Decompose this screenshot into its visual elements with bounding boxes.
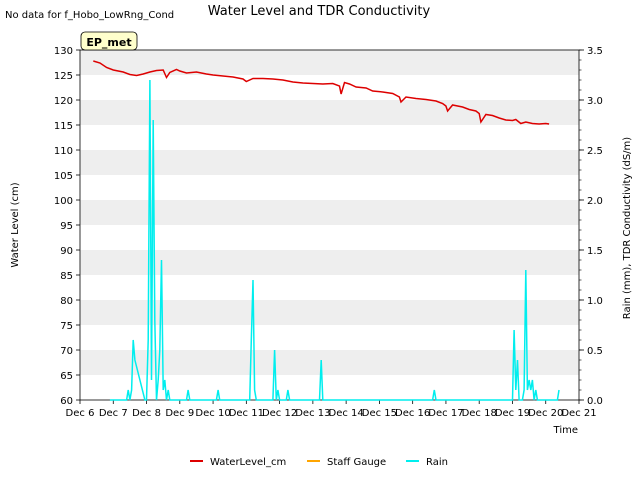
left-tick-label: 115 [54, 121, 73, 132]
x-tick-label: Dec 9 [165, 408, 194, 419]
x-tick-label: Dec 10 [195, 408, 230, 419]
y-axis-left-label: Water Level (cm) [10, 182, 21, 267]
grid-band [80, 225, 579, 250]
left-tick-label: 65 [60, 371, 73, 382]
water-level-series-line [93, 60, 550, 125]
grid-band [80, 250, 579, 275]
x-tick-label: Dec 13 [295, 408, 330, 419]
left-tick-label: 90 [60, 246, 73, 257]
x-tick-label: Dec 12 [262, 408, 297, 419]
rain-series-line [109, 79, 560, 401]
grid-band [80, 200, 579, 225]
right-tick-label: 1.0 [587, 296, 603, 307]
left-tick-label: 125 [54, 71, 73, 82]
legend: WaterLevel_cm Staff Gauge Rain [190, 457, 448, 468]
right-tick-label: 0.0 [587, 396, 603, 407]
grid-band [80, 125, 579, 150]
legend-label-waterlevel: WaterLevel_cm [210, 457, 286, 468]
badge: EP_met [80, 31, 138, 51]
left-axis: 60 65 70 75 80 85 90 95 100 105 110 115 120 125 130 [54, 46, 80, 407]
left-tick-label: 95 [60, 221, 73, 232]
badge-label: EP_met [86, 36, 131, 49]
grid-band [80, 100, 579, 125]
y-axis-right-label: Rain (mm), TDR Conductivity (dS/m) [622, 137, 633, 319]
legend-label-rain: Rain [426, 457, 448, 468]
x-tick-label: Dec 17 [428, 408, 463, 419]
legend-label-staff-gauge: Staff Gauge [327, 457, 386, 468]
right-tick-label: 2.0 [587, 196, 603, 207]
x-tick-label: Dec 8 [132, 408, 161, 419]
left-tick-label: 80 [60, 296, 73, 307]
x-tick-label: Dec 21 [561, 408, 596, 419]
right-axis: 0.0 0.5 1.0 1.5 2.0 2.5 3.0 3.5 [579, 46, 603, 407]
right-tick-label: 3.5 [587, 46, 603, 57]
left-tick-label: 70 [60, 346, 73, 357]
left-tick-label: 100 [54, 196, 73, 207]
right-tick-label: 0.5 [587, 346, 603, 357]
grid-band [80, 150, 579, 175]
x-tick-label: Dec 16 [395, 408, 430, 419]
corner-note: No data for f_Hobo_LowRng_Cond [5, 10, 174, 21]
x-tick-label: Dec 15 [362, 408, 397, 419]
grid-band [80, 275, 579, 300]
x-axis-label: Time [553, 425, 578, 436]
x-tick-label: Dec 7 [99, 408, 128, 419]
grid-bands [80, 50, 579, 400]
left-tick-label: 105 [54, 171, 73, 182]
x-tick-label: Dec 11 [229, 408, 264, 419]
grid-band [80, 75, 579, 100]
badge-box [80, 31, 138, 51]
left-tick-label: 85 [60, 271, 73, 282]
right-tick-label: 3.0 [587, 96, 603, 107]
x-tick-label: Dec 20 [528, 408, 563, 419]
x-tick-label: Dec 6 [66, 408, 95, 419]
right-tick-label: 2.5 [587, 146, 603, 157]
chart-title: Water Level and TDR Conductivity [208, 4, 431, 19]
x-tick-label: Dec 14 [329, 408, 364, 419]
grid-band [80, 175, 579, 200]
left-tick-label: 110 [54, 146, 73, 157]
grid-band [80, 300, 579, 325]
x-tick-label: Dec 19 [495, 408, 530, 419]
left-tick-label: 120 [54, 96, 73, 107]
right-tick-label: 1.5 [587, 246, 603, 257]
left-tick-label: 130 [54, 46, 73, 57]
left-tick-label: 75 [60, 321, 73, 332]
left-tick-label: 60 [60, 396, 73, 407]
x-tick-label: Dec 18 [462, 408, 497, 419]
grid-band [80, 375, 579, 400]
